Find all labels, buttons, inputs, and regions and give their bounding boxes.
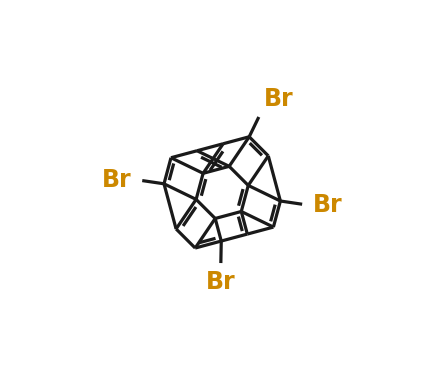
- Text: Br: Br: [264, 87, 293, 111]
- Text: Br: Br: [101, 168, 131, 192]
- Text: Br: Br: [206, 269, 235, 293]
- Text: Br: Br: [313, 193, 343, 217]
